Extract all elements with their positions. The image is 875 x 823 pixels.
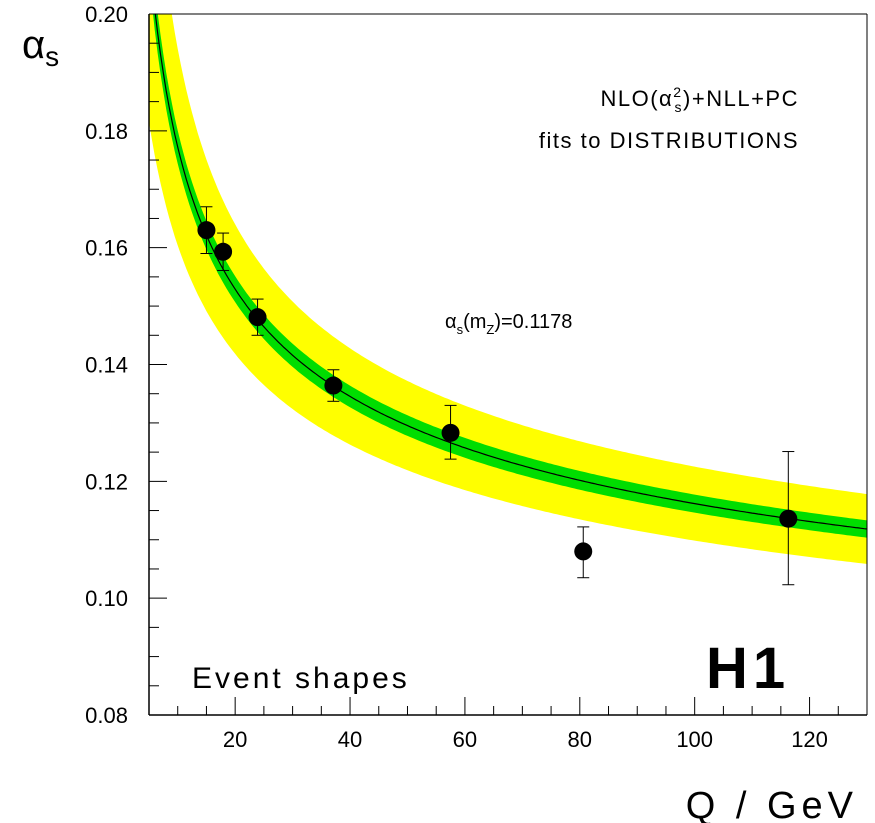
data-point (779, 451, 798, 586)
x-tick-label: 40 (338, 727, 362, 752)
fit-bands (149, 14, 867, 564)
y-axis-label: αs (22, 23, 59, 72)
data-marker (574, 542, 593, 561)
y-tick-label: 0.08 (85, 703, 128, 728)
y-tick-label: 0.18 (85, 119, 128, 144)
fit-curve (154, 14, 867, 530)
y-tick-label: 0.10 (85, 586, 128, 611)
x-tick-label: 100 (676, 727, 713, 752)
x-axis-ticks: 20 40 60 80 100 120 (177, 697, 868, 752)
x-tick-label: 60 (453, 727, 477, 752)
y-tick-label: 0.14 (85, 353, 128, 378)
data-point (248, 298, 267, 336)
alpha-s-result-label: αs(mZ)=0.1178 (445, 311, 572, 337)
data-points (197, 206, 798, 586)
sample-label: Event shapes (192, 662, 410, 695)
data-point (214, 232, 233, 271)
data-marker (779, 509, 798, 528)
data-marker (441, 423, 460, 442)
fit-method-label: NLO(α2 s)+NLL+PC (600, 84, 799, 115)
outer-uncertainty-band (149, 14, 867, 564)
data-point (197, 206, 216, 255)
y-tick-label: 0.16 (85, 236, 128, 261)
data-marker (197, 221, 216, 240)
y-tick-label: 0.20 (85, 2, 128, 27)
x-tick-label: 80 (568, 727, 592, 752)
data-marker (324, 376, 343, 395)
data-point (441, 404, 460, 460)
y-tick-label: 0.12 (85, 469, 128, 494)
x-tick-label: 120 (791, 727, 828, 752)
data-marker (248, 308, 267, 327)
data-point (324, 369, 343, 402)
x-tick-label: 20 (223, 727, 247, 752)
data-point (574, 526, 593, 579)
y-axis-ticks: 0.08 0.10 0.12 0.14 0.16 0.18 0.20 (85, 2, 167, 728)
experiment-logo-text: H1 (706, 636, 790, 701)
fit-description-label: fits to DISTRIBUTIONS (539, 128, 799, 153)
x-axis-label: Q / GeV (686, 785, 858, 823)
data-marker (214, 242, 233, 261)
